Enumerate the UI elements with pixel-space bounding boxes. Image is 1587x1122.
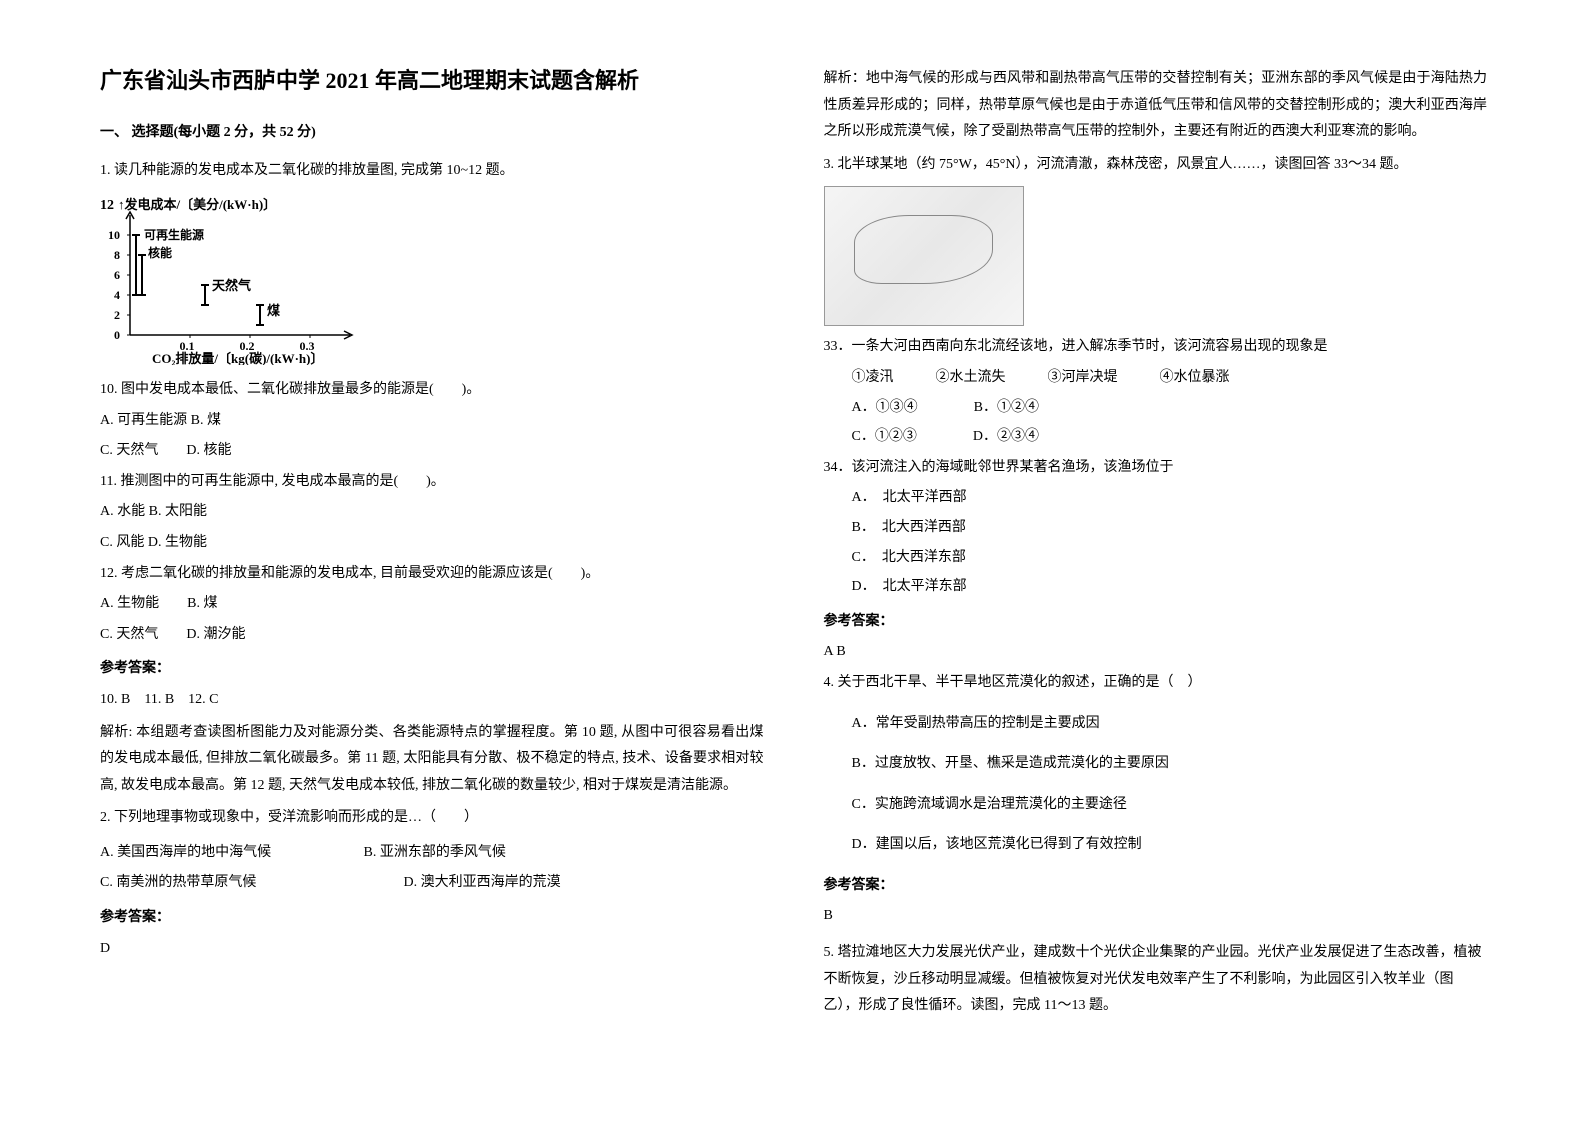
q1-stem: 1. 读几种能源的发电成本及二氧化碳的排放量图, 完成第 10~12 题。	[100, 158, 764, 185]
chart-svg: 12 ↑发电成本/〔美分/(kW·h)〕 0 2 4 6 8 10 0.1 0.…	[100, 195, 380, 365]
q2-answer: D	[100, 936, 764, 963]
label-coal: 煤	[267, 303, 280, 318]
sq33-optCD: C．①②③ D．②③④	[852, 424, 1488, 451]
svg-text:10: 10	[108, 228, 120, 242]
right-column: 解析：地中海气候的形成与西风带和副热带高气压带的交替控制有关；亚洲东部的季风气候…	[794, 60, 1508, 1082]
sq34-optC: C． 北大西洋东部	[852, 545, 1488, 572]
sq34-optD: D． 北太平洋东部	[852, 574, 1488, 601]
bar-gas	[201, 285, 209, 305]
q4-stem: 4. 关于西北干旱、半干旱地区荒漠化的叙述，正确的是（ ）	[824, 670, 1488, 697]
sq10-opts2: C. 天然气 D. 核能	[100, 438, 764, 465]
q4-optA: A．常年受副热带高压的控制是主要成因	[824, 711, 1488, 738]
sq10-opts1: A. 可再生能源 B. 煤	[100, 408, 764, 435]
sq11-opts2: C. 风能 D. 生物能	[100, 530, 764, 557]
page-title: 广东省汕头市西胪中学 2021 年高二地理期末试题含解析	[100, 60, 764, 102]
left-column: 广东省汕头市西胪中学 2021 年高二地理期末试题含解析 一、 选择题(每小题 …	[80, 60, 794, 1082]
q4-optC: C．实施跨流域调水是治理荒漠化的主要途径	[824, 792, 1488, 819]
q1-explanation: 解析: 本组题考查读图析图能力及对能源分类、各类能源特点的掌握程度。第 10 题…	[100, 720, 764, 800]
sq12-opts2: C. 天然气 D. 潮汐能	[100, 622, 764, 649]
bar-renewable	[132, 235, 140, 295]
q1-answer: 10. B 11. B 12. C	[100, 687, 764, 714]
q2-stem: 2. 下列地理事物或现象中，受洋流影响而形成的是…（ ）	[100, 805, 764, 832]
sq33-line: ①凌汛 ②水土流失 ③河岸决堤 ④水位暴涨	[852, 365, 1488, 392]
sq11: 11. 推测图中的可再生能源中, 发电成本最高的是( )。	[100, 469, 764, 496]
y-axis-title: ↑发电成本/〔美分/(kW·h)〕	[118, 197, 276, 212]
sq33-optAB: A．①③④ B．①②④	[852, 395, 1488, 422]
q1-answer-header: 参考答案：	[100, 656, 764, 683]
svg-text:8: 8	[114, 248, 120, 262]
sq34-optA: A． 北太平洋西部	[852, 485, 1488, 512]
q2-explanation: 解析：地中海气候的形成与西风带和副热带高气压带的交替控制有关；亚洲东部的季风气候…	[824, 66, 1488, 146]
q2-answer-header: 参考答案：	[100, 905, 764, 932]
sq10: 10. 图中发电成本最低、二氧化碳排放量最多的能源是( )。	[100, 377, 764, 404]
x-axis-title: CO₂排放量/〔kg(碳)/(kW·h)〕	[152, 351, 323, 365]
svg-text:2: 2	[114, 308, 120, 322]
bar-coal	[256, 305, 264, 325]
q2-optB: B. 亚洲东部的季风气候	[364, 845, 506, 860]
q3-stem: 3. 北半球某地（约 75°W，45°N），河流清澈，森林茂密，风景宜人……，读…	[824, 152, 1488, 179]
sq12: 12. 考虑二氧化碳的排放量和能源的发电成本, 目前最受欢迎的能源应该是( )。	[100, 561, 764, 588]
sq34-optB: B． 北大西洋西部	[852, 515, 1488, 542]
label-gas: 天然气	[212, 278, 251, 293]
q5-stem: 5. 塔拉滩地区大力发展光伏产业，建成数十个光伏企业集聚的产业园。光伏产业发展促…	[824, 940, 1488, 1020]
q3-answer-header: 参考答案：	[824, 609, 1488, 636]
q2-optA: A. 美国西海岸的地中海气候	[100, 840, 360, 867]
svg-text:4: 4	[114, 288, 120, 302]
bar-nuclear	[138, 255, 146, 295]
q2-optC: C. 南美洲的热带草原气候	[100, 870, 400, 897]
q4-optB: B．过度放牧、开垦、樵采是造成荒漠化的主要原因	[824, 751, 1488, 778]
sq33-opts: ①凌汛 ②水土流失 ③河岸决堤 ④水位暴涨 A．①③④ B．①②④ C．①②③ …	[824, 365, 1488, 451]
section-header: 一、 选择题(每小题 2 分，共 52 分)	[100, 120, 764, 147]
q4-answer: B	[824, 903, 1488, 930]
sq34: 34．该河流注入的海域毗邻世界某著名渔场，该渔场位于	[824, 455, 1488, 482]
q3-answer: A B	[824, 639, 1488, 666]
q2-opts-ab: A. 美国西海岸的地中海气候 B. 亚洲东部的季风气候	[100, 840, 764, 867]
svg-text:0: 0	[114, 328, 120, 342]
q4-answer-header: 参考答案：	[824, 873, 1488, 900]
energy-chart: 12 ↑发电成本/〔美分/(kW·h)〕 0 2 4 6 8 10 0.1 0.…	[100, 195, 380, 365]
y-axis-prefix: 12	[100, 198, 114, 213]
y-ticks: 0 2 4 6 8 10	[108, 228, 130, 342]
q4-optD: D．建国以后，该地区荒漠化已得到了有效控制	[824, 832, 1488, 859]
sq11-opts1: A. 水能 B. 太阳能	[100, 499, 764, 526]
map-figure	[824, 186, 1024, 326]
sq34-opts: A． 北太平洋西部 B． 北大西洋西部 C． 北大西洋东部 D． 北太平洋东部	[824, 485, 1488, 600]
sq33: 33．一条大河由西南向东北流经该地，进入解冻季节时，该河流容易出现的现象是	[824, 334, 1488, 361]
q2-opts-cd: C. 南美洲的热带草原气候 D. 澳大利亚西海岸的荒漠	[100, 870, 764, 897]
svg-text:6: 6	[114, 268, 120, 282]
q2-optD: D. 澳大利亚西海岸的荒漠	[404, 875, 561, 890]
sq12-opts1: A. 生物能 B. 煤	[100, 591, 764, 618]
label-nuclear: 核能	[148, 245, 172, 260]
label-renewable: 可再生能源	[144, 227, 204, 242]
